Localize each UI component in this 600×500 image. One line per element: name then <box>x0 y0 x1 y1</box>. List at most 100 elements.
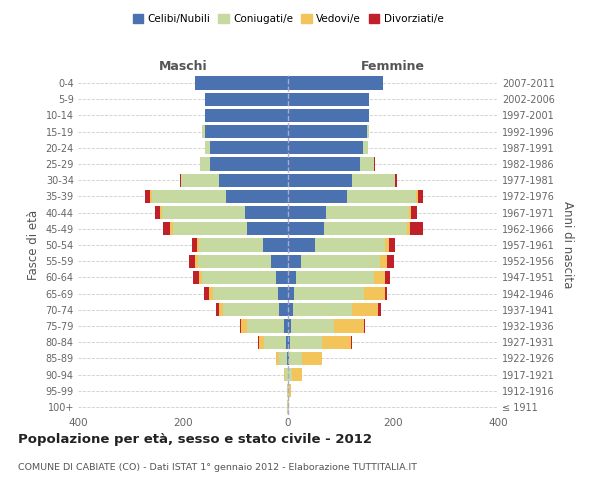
Bar <box>205 92 288 106</box>
Bar <box>277 287 288 300</box>
Bar <box>288 76 383 90</box>
Bar <box>364 320 365 332</box>
Bar <box>288 336 290 349</box>
Bar <box>288 141 362 154</box>
Bar <box>226 190 288 203</box>
Bar <box>389 238 395 252</box>
Bar <box>247 320 284 332</box>
Bar <box>410 222 423 235</box>
Bar <box>199 238 263 252</box>
Bar <box>288 222 324 235</box>
Bar <box>292 368 302 381</box>
Bar <box>324 222 407 235</box>
Bar <box>197 238 199 252</box>
Bar <box>288 238 316 252</box>
Text: COMUNE DI CABIATE (CO) - Dati ISTAT 1° gennaio 2012 - Elaborazione TUTTITALIA.IT: COMUNE DI CABIATE (CO) - Dati ISTAT 1° g… <box>18 462 417 471</box>
Y-axis label: Anni di nascita: Anni di nascita <box>562 202 574 288</box>
Bar <box>180 174 181 187</box>
Bar <box>193 270 199 284</box>
Bar <box>245 206 288 220</box>
Bar <box>277 270 288 284</box>
Bar <box>352 174 395 187</box>
Bar <box>288 270 296 284</box>
Bar <box>380 254 387 268</box>
Bar <box>288 254 301 268</box>
Bar <box>287 384 288 398</box>
Bar <box>347 190 416 203</box>
Bar <box>192 238 197 252</box>
Bar <box>202 125 205 138</box>
Bar <box>362 141 368 154</box>
Bar <box>279 352 287 365</box>
Text: Femmine: Femmine <box>361 60 425 72</box>
Bar <box>284 320 288 332</box>
Bar <box>172 222 247 235</box>
Bar <box>326 206 409 220</box>
Bar <box>288 352 289 365</box>
Bar <box>205 141 210 154</box>
Bar <box>418 190 424 203</box>
Bar <box>162 206 245 220</box>
Bar <box>210 141 288 154</box>
Bar <box>302 352 322 365</box>
Bar <box>278 303 288 316</box>
Bar <box>198 254 271 268</box>
Bar <box>367 125 370 138</box>
Bar <box>288 109 370 122</box>
Bar <box>210 158 288 170</box>
Bar <box>276 352 279 365</box>
Bar <box>287 352 288 365</box>
Bar <box>301 254 380 268</box>
Bar <box>241 320 247 332</box>
Bar <box>407 222 410 235</box>
Bar <box>216 303 218 316</box>
Text: Popolazione per età, sesso e stato civile - 2012: Popolazione per età, sesso e stato civil… <box>18 432 372 446</box>
Bar <box>214 287 277 300</box>
Bar <box>288 158 361 170</box>
Bar <box>385 238 389 252</box>
Bar <box>247 222 288 235</box>
Bar <box>288 92 370 106</box>
Bar <box>409 206 411 220</box>
Bar <box>190 254 195 268</box>
Bar <box>199 270 202 284</box>
Bar <box>387 254 394 268</box>
Bar <box>351 336 352 349</box>
Bar <box>286 368 288 381</box>
Text: Maschi: Maschi <box>158 60 208 72</box>
Bar <box>288 384 289 398</box>
Bar <box>374 270 385 284</box>
Bar <box>195 254 198 268</box>
Bar <box>395 174 397 187</box>
Bar <box>288 206 326 220</box>
Bar <box>150 190 151 203</box>
Bar <box>194 76 288 90</box>
Bar <box>289 384 291 398</box>
Bar <box>411 206 416 220</box>
Bar <box>364 287 385 300</box>
Bar <box>258 336 259 349</box>
Bar <box>151 190 226 203</box>
Bar <box>385 287 387 300</box>
Bar <box>296 270 374 284</box>
Bar <box>379 303 381 316</box>
Bar <box>204 287 209 300</box>
Bar <box>284 368 286 381</box>
Bar <box>352 303 379 316</box>
Bar <box>334 320 364 332</box>
Bar <box>288 368 292 381</box>
Bar <box>240 320 241 332</box>
Bar <box>295 287 364 300</box>
Bar <box>288 125 367 138</box>
Bar <box>155 206 160 220</box>
Y-axis label: Fasce di età: Fasce di età <box>27 210 40 280</box>
Bar <box>200 158 210 170</box>
Bar <box>209 287 214 300</box>
Bar <box>263 238 288 252</box>
Bar <box>288 320 290 332</box>
Bar <box>286 336 288 349</box>
Bar <box>170 222 173 235</box>
Bar <box>290 320 334 332</box>
Bar <box>288 190 347 203</box>
Bar <box>205 109 288 122</box>
